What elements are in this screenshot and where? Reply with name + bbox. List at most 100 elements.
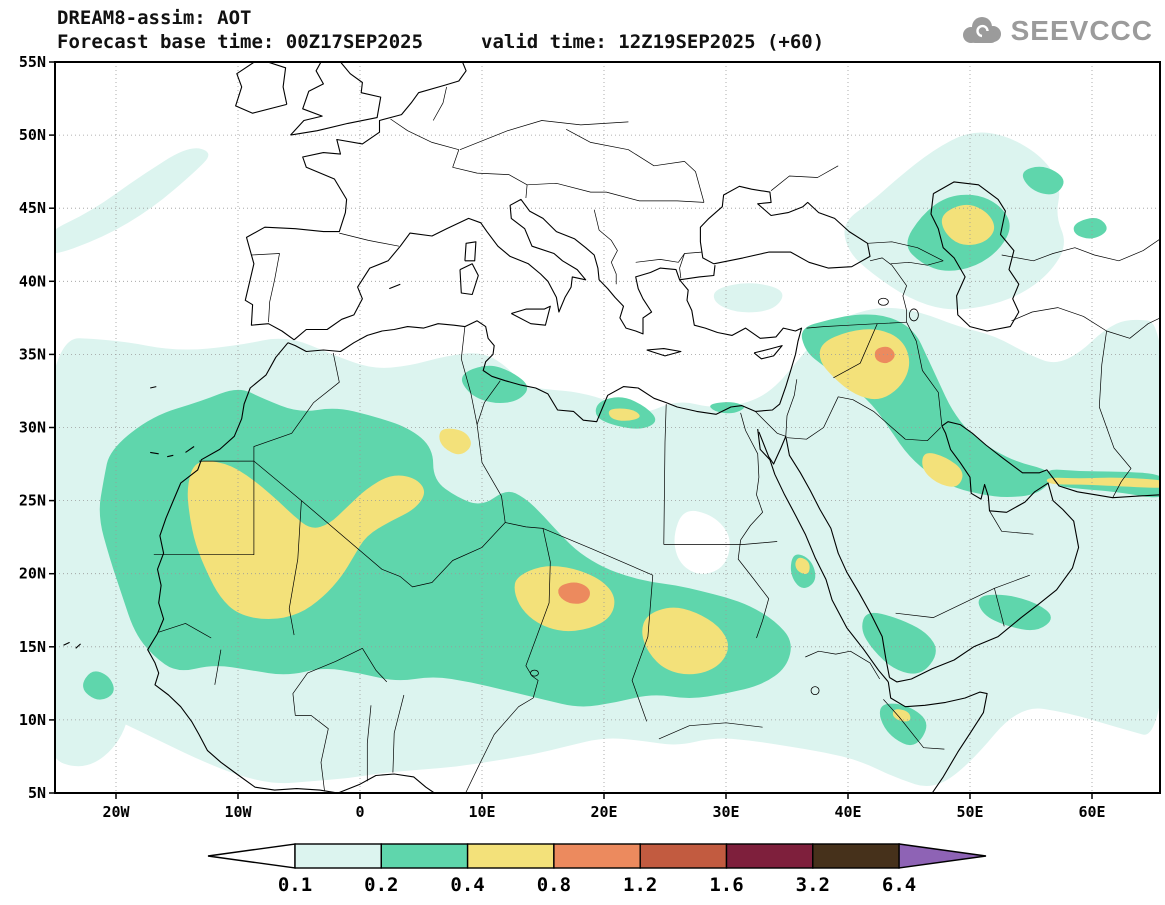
lat-label: 10N bbox=[19, 711, 46, 729]
country-border bbox=[476, 380, 501, 425]
colorbar-segment bbox=[639, 843, 728, 869]
aot-area-0.4 bbox=[608, 408, 640, 421]
aot-area-0.2 bbox=[99, 389, 791, 707]
country-border bbox=[755, 411, 786, 437]
colorbar-tick-label: 0.4 bbox=[450, 874, 484, 896]
colorbar-tick-label: 0.1 bbox=[278, 874, 312, 896]
plot-title: DREAM8-assim: AOT bbox=[57, 7, 252, 29]
coastline bbox=[757, 428, 889, 683]
colorbar-arrow-high bbox=[898, 843, 987, 869]
country-border bbox=[527, 182, 705, 203]
colorbar-segment bbox=[553, 843, 641, 869]
country-border bbox=[891, 264, 907, 323]
lake bbox=[877, 297, 889, 306]
lat-label: 20N bbox=[19, 565, 46, 583]
aot-area-0.4 bbox=[941, 204, 995, 246]
coastline bbox=[63, 641, 70, 646]
country-borders bbox=[153, 86, 1160, 793]
country-border bbox=[432, 86, 447, 121]
country-border bbox=[994, 588, 1005, 627]
country-border bbox=[295, 715, 329, 792]
colorbar-tick-label: 0.2 bbox=[364, 874, 398, 896]
colorbar-segment bbox=[466, 843, 555, 869]
coastline bbox=[758, 431, 787, 465]
coastline bbox=[167, 454, 174, 458]
aot-area-0.1 bbox=[55, 148, 209, 254]
seevccc-logo: SEEVCCC bbox=[958, 14, 1153, 47]
country-border bbox=[737, 412, 770, 639]
coastline bbox=[244, 62, 467, 341]
lake bbox=[810, 686, 820, 696]
cloud-icon bbox=[962, 17, 1001, 43]
colorbar-segment bbox=[812, 843, 900, 869]
country-border bbox=[251, 253, 280, 323]
lakes bbox=[530, 297, 919, 696]
coastline bbox=[147, 342, 435, 793]
aot-gap bbox=[674, 510, 730, 574]
aot-area-0.2 bbox=[862, 612, 936, 674]
lon-label: 30E bbox=[712, 803, 739, 821]
lat-label: 25N bbox=[19, 492, 46, 510]
colorbar-arrow-low bbox=[207, 843, 296, 869]
country-border bbox=[1106, 317, 1160, 339]
country-border bbox=[833, 323, 878, 379]
country-border bbox=[525, 528, 551, 699]
lat-label: 30N bbox=[19, 419, 46, 437]
aot-area-0.2 bbox=[461, 365, 528, 403]
aot-area-0.4 bbox=[922, 453, 963, 487]
coastline bbox=[941, 421, 1160, 499]
colorbar-segment bbox=[725, 843, 814, 869]
country-border bbox=[153, 461, 255, 556]
country-border bbox=[253, 352, 340, 462]
country-border bbox=[1001, 238, 1160, 262]
country-border bbox=[679, 253, 685, 279]
country-border bbox=[631, 575, 654, 722]
coastlines bbox=[63, 62, 1160, 793]
lat-label: 5N bbox=[28, 784, 46, 802]
lake bbox=[530, 669, 539, 677]
country-border bbox=[806, 321, 907, 329]
aot-area-0.8 bbox=[874, 346, 895, 364]
aot-area-0.2 bbox=[710, 402, 744, 414]
aot-area-0.4 bbox=[187, 460, 425, 620]
coastline bbox=[235, 62, 288, 114]
country-border bbox=[663, 404, 667, 545]
country-border bbox=[883, 699, 945, 750]
country-border bbox=[459, 120, 629, 151]
country-border bbox=[684, 161, 705, 203]
coastline bbox=[185, 446, 195, 453]
country-border bbox=[890, 260, 944, 266]
country-border bbox=[390, 118, 528, 199]
country-border bbox=[663, 541, 778, 545]
country-border bbox=[805, 650, 880, 680]
country-border bbox=[593, 209, 618, 285]
country-border bbox=[658, 722, 763, 740]
colorbar-segment bbox=[380, 843, 469, 869]
colorbar-tick-label: 3.2 bbox=[796, 874, 830, 896]
coastline bbox=[753, 345, 783, 360]
lat-label: 55N bbox=[19, 53, 46, 71]
country-border bbox=[635, 251, 702, 263]
aot-area-0.4 bbox=[642, 607, 729, 675]
country-border bbox=[366, 705, 372, 782]
lat-label: 45N bbox=[19, 199, 46, 217]
country-border bbox=[989, 510, 1034, 535]
logo-text: SEEVCCC bbox=[1010, 14, 1153, 46]
colorbar-tick-label: 6.4 bbox=[882, 874, 916, 896]
coastline bbox=[464, 241, 477, 262]
country-border bbox=[253, 460, 302, 501]
axis-ticks bbox=[49, 61, 1093, 799]
axis-labels: 55N 50N 45N 40N 35N 30N 25N 20N 15N 10N 5N 20W 10W 0 1… bbox=[19, 53, 1106, 821]
valid-time: valid time: 12Z19SEP2025 (+60) bbox=[481, 31, 825, 53]
country-border bbox=[158, 623, 212, 639]
lon-label: 20E bbox=[590, 803, 617, 821]
coastline bbox=[679, 265, 716, 281]
lon-label: 50E bbox=[956, 803, 983, 821]
colorbar-segment bbox=[294, 843, 383, 869]
coastline bbox=[785, 436, 891, 678]
coastline bbox=[699, 185, 871, 269]
coastline bbox=[646, 348, 682, 357]
country-border bbox=[770, 165, 839, 191]
